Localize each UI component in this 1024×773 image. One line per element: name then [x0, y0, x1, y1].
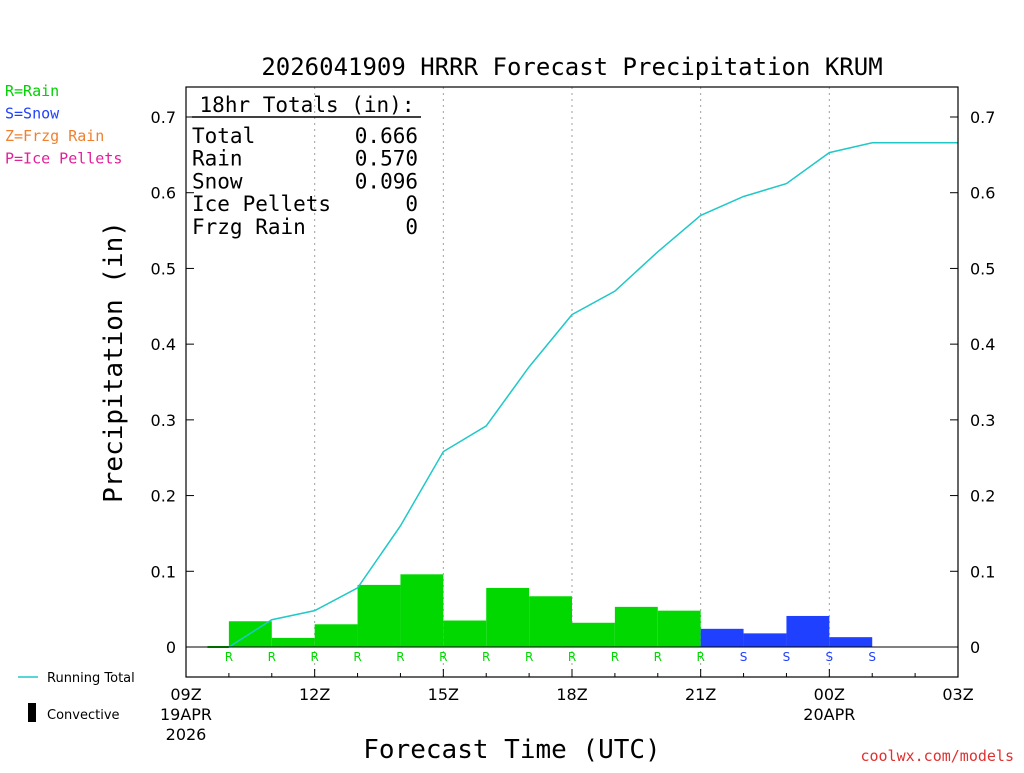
series-legend: Running Total Convective: [18, 671, 135, 723]
precip-bar: [400, 574, 444, 647]
precip-legend-item: S=Snow: [5, 105, 60, 123]
precip-bar: [572, 622, 615, 647]
x-tick-date: 19APR: [160, 705, 212, 724]
precip-type-marker: R: [310, 650, 318, 664]
totals-box: 18hr Totals (in): Total 0.666 Rain 0.570 Sno…: [192, 93, 421, 239]
totals-row-value: 0: [405, 192, 418, 216]
x-tick-label: 09Z: [170, 685, 201, 704]
precip-type-marker: S: [783, 650, 791, 664]
precip-type-marker: R: [396, 650, 404, 664]
precip-bar: [357, 584, 401, 647]
precip-bar: [314, 624, 358, 647]
precip-type-legend: R=Rain S=Snow Z=Frzg Rain P=Ice Pellets: [5, 82, 122, 168]
precip-type-marker: R: [353, 650, 361, 664]
convective-legend-swatch: [28, 703, 36, 722]
precip-type-marker: S: [740, 650, 748, 664]
precip-type-marker: R: [611, 650, 619, 664]
precip-bar: [743, 633, 787, 647]
y-tick-label: 0.6: [151, 184, 176, 203]
grid-lines: [314, 87, 830, 677]
y-tick-label: 0.2: [151, 487, 176, 506]
totals-row-value: 0.666: [355, 124, 418, 148]
y-tick-label-right: 0: [970, 638, 980, 657]
precip-type-marker: R: [525, 650, 533, 664]
totals-header: 18hr Totals (in):: [200, 93, 415, 117]
totals-row-value: 0.096: [355, 169, 418, 193]
precip-bar: [271, 637, 315, 647]
precip-bar: [657, 610, 701, 647]
running-total-line: [228, 141, 958, 648]
precip-legend-item: Z=Frzg Rain: [5, 127, 104, 145]
running-total-legend-label: Running Total: [47, 671, 135, 686]
totals-row-label: Ice Pellets: [192, 192, 331, 216]
precip-bar: [529, 596, 572, 647]
totals-row-value: 0: [405, 215, 418, 239]
precip-legend-item: P=Ice Pellets: [5, 150, 122, 168]
precip-bar: [614, 606, 658, 647]
precip-type-marker: R: [225, 650, 233, 664]
y-tick-label-right: 0.5: [970, 259, 995, 278]
totals-row-value: 0.570: [355, 147, 418, 171]
y-tick-label-right: 0.1: [970, 562, 995, 581]
totals-row-label: Rain: [192, 147, 243, 171]
precip-type-marker: R: [696, 650, 704, 664]
precip-bar: [786, 615, 830, 647]
precip-bar: [829, 637, 873, 647]
x-tick-label: 00Z: [814, 685, 845, 704]
x-tick-label: 12Z: [299, 685, 330, 704]
precip-type-marker: R: [268, 650, 276, 664]
precip-type-marker: R: [482, 650, 490, 664]
y-tick-label-right: 0.3: [970, 411, 995, 430]
y-tick-label: 0.4: [151, 335, 176, 354]
x-tick-label: 03Z: [942, 685, 973, 704]
precip-type-marker: R: [439, 650, 447, 664]
x-tick-label: 15Z: [428, 685, 459, 704]
y-tick-label: 0.5: [151, 259, 176, 278]
precip-type-marker: R: [568, 650, 576, 664]
x-tick-label: 18Z: [556, 685, 587, 704]
y-tick-label: 0: [166, 638, 176, 657]
totals-row-label: Total: [192, 124, 255, 148]
y-tick-label: 0.3: [151, 411, 176, 430]
convective-legend-label: Convective: [47, 708, 120, 723]
y-axis: 0 00.1 0.10.2 0.20.3 0.30.4 0.40.5 0.50.6 0.60.…: [151, 108, 996, 657]
precip-type-marker: S: [826, 650, 834, 664]
totals-row-label: Frzg Rain: [192, 215, 306, 239]
precip-type-marker: S: [868, 650, 876, 664]
footer-credit: coolwx.com/models: [860, 747, 1014, 765]
precip-bar: [443, 620, 487, 647]
precip-type-marker: R: [654, 650, 662, 664]
precip-bar: [700, 628, 744, 647]
bars: [207, 574, 873, 648]
x-axis-label: Forecast Time (UTC): [363, 735, 660, 765]
y-tick-label-right: 0.6: [970, 184, 995, 203]
x-tick-label: 21Z: [685, 685, 716, 704]
y-tick-label-right: 0.7: [970, 108, 995, 127]
y-tick-label-right: 0.2: [970, 487, 995, 506]
x-tick-year: 2026: [166, 725, 207, 744]
chart-title: 2026041909 HRRR Forecast Precipitation K…: [261, 53, 882, 81]
precip-legend-item: R=Rain: [5, 82, 59, 100]
y-tick-label: 0.7: [151, 108, 176, 127]
y-axis-label: Precipitation (in): [99, 221, 129, 503]
running-total-polyline: [228, 141, 958, 648]
x-tick-date: 20APR: [803, 705, 855, 724]
precip-bar: [486, 587, 530, 647]
y-tick-label: 0.1: [151, 562, 176, 581]
y-tick-label-right: 0.4: [970, 335, 995, 354]
totals-row-label: Snow: [192, 169, 243, 193]
